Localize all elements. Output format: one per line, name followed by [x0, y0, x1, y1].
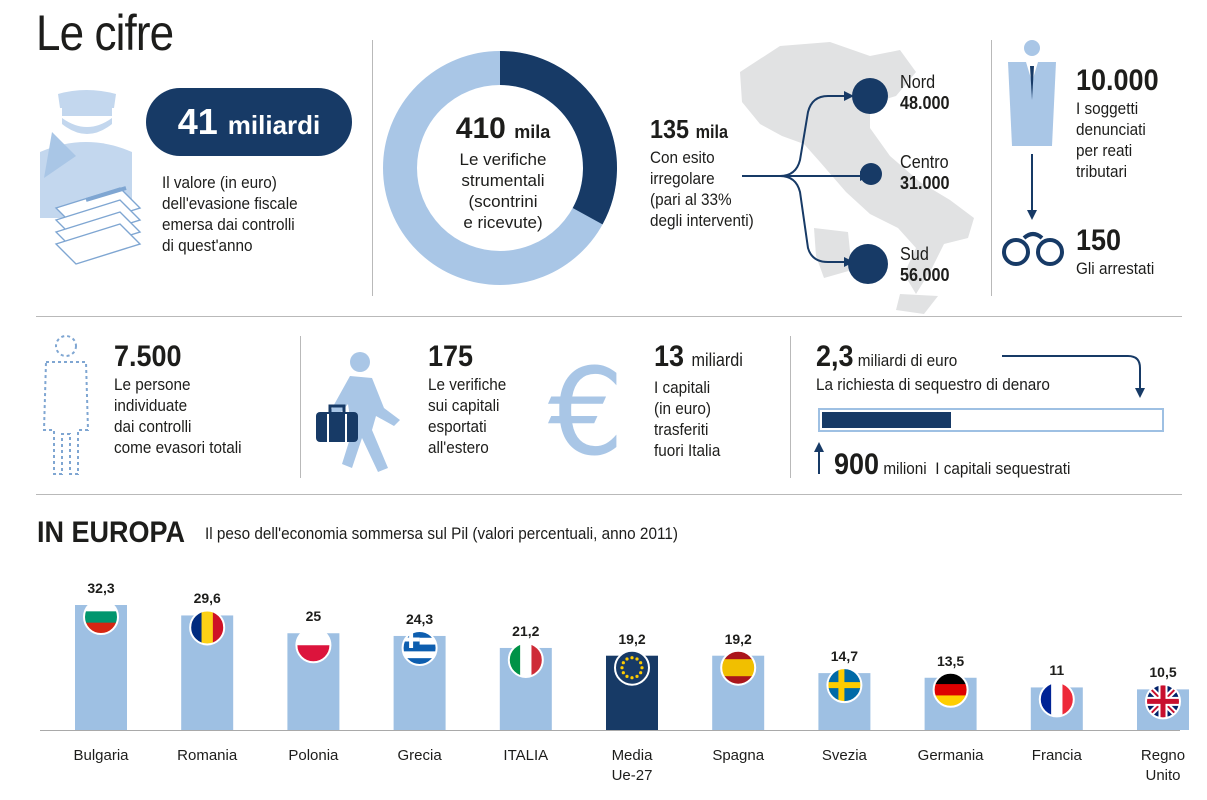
sweden-flag-icon	[826, 667, 863, 704]
arrested-count: 150 Gli arrestati	[1076, 224, 1155, 278]
checks-irregular: 135 mila Con esito irregolare (pari al 3…	[650, 114, 754, 230]
bar-category-label: ITALIA	[503, 747, 549, 764]
bar-category-label: Media Ue-27	[611, 747, 653, 784]
bulgaria-flag-icon	[83, 599, 119, 635]
bar-value-label: 21,2	[512, 622, 540, 639]
bar-value-label: 24,3	[405, 610, 434, 627]
export-checks-count: 175 Le verifiche sui capitali esportati …	[428, 340, 507, 457]
divider	[36, 316, 1182, 317]
capital-count: 13 miliardi I capitali (in euro) trasfer…	[654, 340, 743, 460]
finance-officer-icon	[40, 90, 142, 265]
page-title: Le cifre	[36, 5, 174, 61]
handcuffs-icon	[1002, 232, 1064, 266]
person-outline-icon	[42, 335, 90, 475]
italy-map-icon	[740, 42, 974, 314]
bar-value-label: 19,2	[618, 630, 646, 647]
bar-value-label: 11	[1049, 662, 1065, 679]
germany-flag-icon	[932, 671, 969, 708]
bar-category-label: Spagna	[712, 747, 765, 764]
region-centro: Centro 31.000	[900, 152, 950, 193]
poland-flag-icon	[295, 627, 332, 664]
seizure-request: 2,3 miliardi di euro La richiesta di seq…	[816, 340, 1050, 394]
divider	[790, 336, 791, 478]
divider	[372, 40, 373, 296]
romania-flag-icon	[189, 609, 226, 646]
seizure-progress-bar	[818, 408, 1164, 432]
divider	[991, 40, 992, 296]
bar-value-label: 14,7	[830, 648, 859, 665]
uk-flag-icon	[1145, 683, 1181, 720]
bar-category-label: Grecia	[397, 747, 442, 764]
bar-category-label: Romania	[177, 747, 238, 764]
europe-subtitle: Il peso dell'economia sommersa sul Pil (…	[205, 524, 678, 543]
evaders-count: 7.500 Le persone individuate dai control…	[114, 340, 242, 457]
traveller-suitcase-icon	[316, 352, 400, 472]
checks-total: 410 mila Le verifiche strumentali (scont…	[455, 112, 551, 232]
divider	[36, 494, 1182, 495]
euro-icon: €	[548, 344, 625, 483]
donut-irregular-arc	[499, 51, 617, 225]
divider	[300, 336, 301, 478]
region-sud: Sud 56.000	[900, 244, 950, 285]
france-flag-icon	[1038, 681, 1075, 718]
eu-flag-icon	[614, 649, 650, 686]
spain-flag-icon	[720, 649, 757, 686]
seized-arrow	[814, 442, 824, 474]
evasion-amount-unit: miliardi	[227, 110, 321, 140]
evasion-amount-badge: 41 miliardi	[146, 88, 352, 156]
bar-category-label: Regno Unito	[1140, 747, 1186, 784]
region-dot-centro	[860, 163, 882, 185]
bar-value-label: 25	[305, 608, 322, 625]
italy-flag-icon	[507, 641, 544, 678]
seizure-progress-fill	[822, 412, 952, 428]
bar-category-label: Bulgaria	[73, 747, 129, 764]
seizure-seized: 900 milioni I capitali sequestrati	[834, 448, 1071, 481]
bar-value-label: 29,6	[193, 590, 221, 607]
bar-value-label: 32,3	[87, 580, 115, 596]
bar-category-label: Svezia	[821, 747, 867, 764]
region-dot-sud	[848, 244, 888, 284]
checks-donut-chart	[383, 51, 617, 285]
reported-count: 10.000 I soggetti denunciati per reati t…	[1076, 64, 1159, 181]
bar-chart-svg	[40, 599, 1189, 731]
bar-value-label: 10,5	[1149, 664, 1177, 681]
europe-title: IN EUROPA	[37, 516, 186, 549]
bar-value-label: 19,2	[724, 630, 752, 647]
bar-category-label: Polonia	[288, 747, 339, 764]
businessman-icon	[1008, 40, 1056, 220]
europe-bar-chart: 32,3 Bulgaria 29,6 Romania 25 Polonia 24,3 Grec…	[0, 540, 1207, 800]
bar-category-label: Francia	[1031, 747, 1082, 764]
region-dot-nord	[852, 78, 888, 114]
bar-value-label: 13,5	[936, 652, 965, 669]
request-arrow	[1002, 355, 1145, 398]
greece-flag-icon	[401, 629, 438, 666]
bar-category-label: Germania	[917, 747, 984, 764]
region-nord: Nord 48.000	[900, 72, 950, 113]
evasion-amount: 41	[177, 101, 218, 142]
evasion-description: Il valore (in euro) dell'evasione fiscal…	[162, 173, 298, 255]
